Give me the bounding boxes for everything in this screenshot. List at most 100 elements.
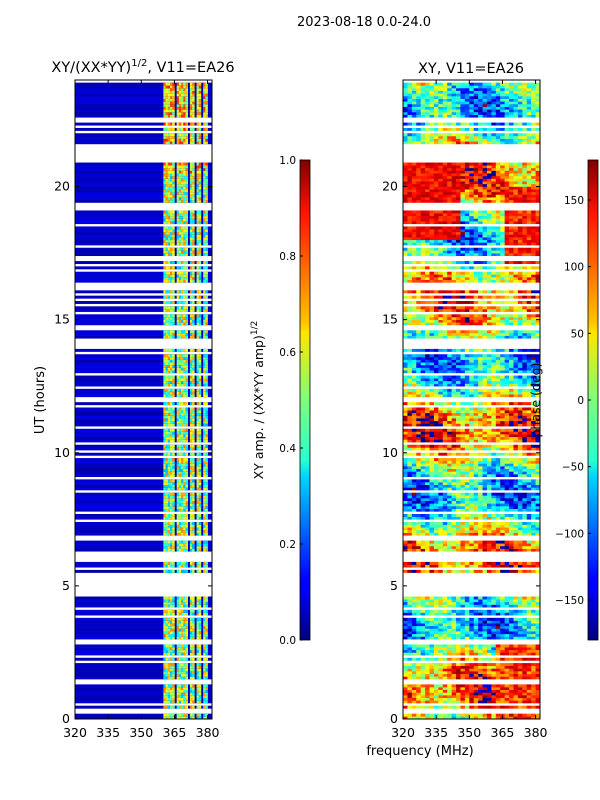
left-heatmap-cell [163, 290, 166, 294]
right-heatmap-cell [425, 663, 430, 667]
left-heatmap-cell [189, 673, 193, 677]
right-heatmap-cell [517, 623, 523, 627]
right-heatmap-cell [486, 625, 492, 629]
left-heatmap-cell [170, 636, 173, 640]
left-heatmap-cell [196, 138, 200, 142]
right-heatmap-cell [411, 668, 417, 672]
right-heatmap-cell [464, 452, 470, 456]
left-heatmap-cell [178, 109, 182, 113]
left-heatmap-cell [178, 226, 182, 230]
left-heatmap-cell [181, 495, 184, 499]
left-heatmap-cell [189, 173, 193, 177]
right-heatmap-cell [482, 471, 488, 475]
left-heatmap-row [75, 428, 212, 432]
right-heatmap-cell [433, 521, 439, 525]
right-heatmap-cell [513, 697, 519, 701]
left-heatmap-cell [196, 601, 200, 605]
left-heatmap-cell [198, 127, 202, 131]
right-heatmap-cell [411, 697, 417, 701]
left-heatmap-cell [183, 479, 186, 483]
left-heatmap-cell [198, 543, 202, 547]
left-heatmap-cell [170, 543, 173, 547]
right-heatmap-cell [509, 601, 514, 605]
right-heatmap-cell [513, 684, 519, 688]
left-heatmap-cell [170, 687, 173, 691]
left-heatmap-row [75, 647, 212, 651]
right-heatmap-cell [451, 716, 457, 720]
left-heatmap-cell [185, 521, 188, 525]
right-heatmap-cell [420, 543, 426, 547]
right-heatmap-cell [425, 628, 430, 632]
right-heatmap-cell [526, 487, 532, 491]
left-heatmap-cell [163, 676, 166, 680]
left-heatmap-cell [203, 181, 206, 185]
left-heatmap-cell [185, 460, 188, 464]
right-heatmap-cell [429, 458, 435, 462]
left-heatmap-cell [178, 135, 182, 139]
right-heatmap-cell [531, 673, 536, 677]
right-heatmap-cell [469, 620, 475, 624]
left-heatmap-cell [203, 671, 206, 675]
right-heatmap-cell [469, 625, 475, 629]
left-heatmap-cell [203, 189, 206, 193]
right-heatmap-cell [403, 617, 408, 621]
left-heatmap-cell [165, 90, 169, 94]
left-heatmap-cell [181, 657, 184, 661]
right-heatmap-cell [482, 676, 488, 680]
left-heatmap-cell [181, 663, 184, 667]
right-heatmap-cell [482, 532, 488, 536]
left-heatmap-cell [183, 463, 186, 467]
left-heatmap-cell [198, 668, 202, 672]
right-heatmap-cell [403, 479, 408, 483]
right-heatmap-cell [438, 471, 444, 475]
right-heatmap-cell [464, 657, 470, 661]
left-heatmap-cell [203, 458, 206, 462]
left-heatmap-cell [172, 210, 175, 214]
left-heatmap-cell [192, 85, 195, 89]
left-heatmap-cell [172, 471, 175, 475]
right-heatmap-cell [451, 636, 457, 640]
right-heatmap-cell [460, 596, 466, 600]
left-heatmap-cell [198, 471, 202, 475]
left-heatmap-cell [167, 468, 171, 472]
left-heatmap-cell [172, 428, 175, 432]
left-heatmap-cell [203, 90, 206, 94]
left-heatmap-cell [165, 543, 169, 547]
right-heatmap-cell [469, 569, 475, 573]
left-heatmap-cell [176, 410, 180, 414]
right-heatmap-cell [535, 503, 541, 507]
right-heatmap-cell [456, 700, 461, 704]
right-heatmap-cell [469, 623, 475, 627]
right-heatmap-cell [469, 697, 475, 701]
right-heatmap-cell [403, 620, 408, 624]
left-heatmap-cell [167, 111, 171, 115]
right-heatmap-cell [442, 498, 448, 501]
left-heatmap-cell [183, 101, 186, 105]
left-heatmap-cell [205, 418, 208, 422]
left-heatmap-cell [183, 540, 186, 544]
right-heatmap-cell [535, 548, 541, 552]
right-heatmap-cell [416, 663, 421, 667]
left-heatmap-cell [198, 452, 202, 456]
left-heatmap-cell [170, 90, 173, 94]
left-heatmap-cell [176, 191, 180, 195]
right-heatmap-cell [425, 506, 430, 509]
left-heatmap-row [75, 452, 212, 456]
left-heatmap-cell [198, 463, 202, 467]
left-heatmap-cell [163, 436, 166, 440]
left-heatmap-cell [183, 322, 186, 326]
left-heatmap-cell [185, 330, 188, 334]
left-heatmap-cell [203, 330, 206, 334]
left-heatmap-cell [183, 364, 186, 368]
left-heatmap-cell [170, 420, 173, 424]
right-heatmap-cell [464, 665, 470, 669]
left-heatmap-cell [170, 103, 173, 107]
right-heatmap-cell [517, 506, 523, 509]
left-heatmap-cell [189, 87, 193, 91]
right-heatmap-cell [416, 527, 421, 531]
right-heatmap-cell [509, 482, 514, 485]
left-heatmap-row [75, 370, 212, 374]
left-heatmap-cell [203, 506, 206, 509]
left-heatmap-cell [185, 189, 188, 193]
left-heatmap-cell [192, 221, 195, 225]
